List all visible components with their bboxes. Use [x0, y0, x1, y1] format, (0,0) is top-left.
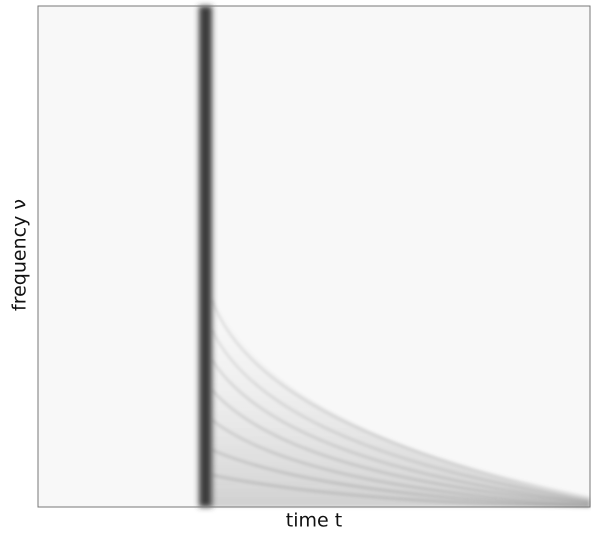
pulse-band — [199, 6, 212, 507]
y-axis-label: frequency ν — [9, 199, 31, 311]
x-axis-label: time t — [286, 510, 342, 532]
plot-frame — [37, 5, 591, 508]
dispersion-tail — [210, 270, 591, 508]
